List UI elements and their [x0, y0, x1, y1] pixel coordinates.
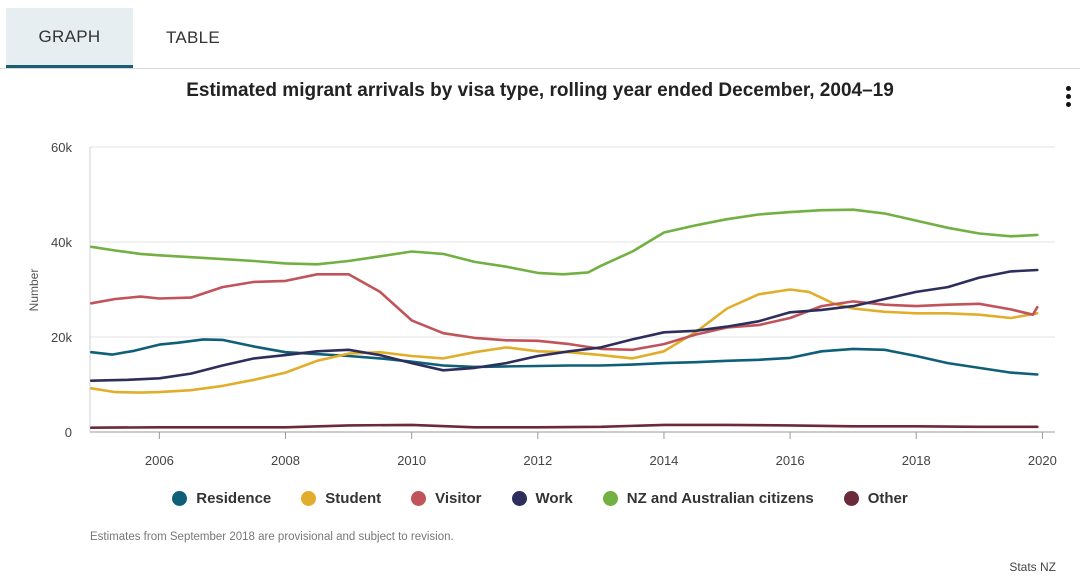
- legend-label: Residence: [196, 490, 272, 507]
- tab-divider: [0, 68, 1080, 69]
- legend-swatch: [172, 491, 188, 506]
- legend-item-nz-and-australian-citizens[interactable]: NZ and Australian citizens: [602, 490, 814, 507]
- source-credit: Stats NZ: [1009, 560, 1056, 574]
- series-line-work[interactable]: [90, 268, 1039, 383]
- x-tick-label: 2020: [1028, 453, 1057, 468]
- legend-item-other[interactable]: Other: [843, 490, 908, 507]
- chart-legend: Residence Student Visitor Work NZ and Austra…: [0, 490, 1080, 507]
- x-tick-label: 2016: [776, 453, 805, 468]
- tab-graph[interactable]: GRAPH: [6, 8, 133, 68]
- x-tick-label: 2018: [902, 453, 931, 468]
- series-line-visitor[interactable]: [90, 272, 1039, 352]
- chart-title: Estimated migrant arrivals by visa type,…: [186, 80, 894, 101]
- y-axis-label: Number: [27, 269, 41, 312]
- legend-label: NZ and Australian citizens: [626, 490, 814, 507]
- legend-label: Work: [535, 490, 573, 507]
- x-tick-label: 2010: [397, 453, 426, 468]
- legend-label: Other: [867, 490, 908, 507]
- gridlines: [89, 146, 1055, 433]
- legend-swatch: [602, 491, 618, 506]
- tab-bar: GRAPH TABLE: [0, 0, 1080, 69]
- x-tick-label: 2008: [271, 453, 300, 468]
- series-line-residence[interactable]: [90, 338, 1039, 376]
- legend-item-residence[interactable]: Residence: [172, 490, 271, 507]
- axes: 0 20k 40k 60k 2006 2008 2010 2012 2014 2016 2018 20…: [51, 140, 1057, 468]
- legend-item-visitor[interactable]: Visitor: [411, 490, 482, 507]
- y-tick-label: 40k: [51, 235, 72, 250]
- x-tick-label: 2014: [649, 453, 678, 468]
- series-line-other[interactable]: [90, 423, 1039, 430]
- legend-label: Visitor: [435, 490, 482, 507]
- footnote: Estimates from September 2018 are provis…: [90, 531, 454, 543]
- x-tick-label: 2012: [523, 453, 552, 468]
- legend-swatch: [511, 491, 527, 506]
- legend-swatch: [411, 491, 427, 506]
- series-lines: [90, 208, 1039, 430]
- x-tick-label: 2006: [145, 453, 174, 468]
- legend-label: Student: [325, 490, 382, 507]
- legend-swatch: [301, 491, 317, 506]
- y-tick-label: 60k: [51, 140, 72, 155]
- legend-item-work[interactable]: Work: [511, 490, 573, 507]
- y-tick-label: 0: [65, 425, 72, 440]
- tab-table[interactable]: TABLE: [165, 28, 221, 47]
- legend-item-student[interactable]: Student: [301, 490, 381, 507]
- y-tick-label: 20k: [51, 330, 72, 345]
- series-line-nz-and-australian-citizens[interactable]: [90, 208, 1039, 276]
- legend-swatch: [843, 491, 859, 506]
- chart-menu-button[interactable]: [1058, 84, 1078, 110]
